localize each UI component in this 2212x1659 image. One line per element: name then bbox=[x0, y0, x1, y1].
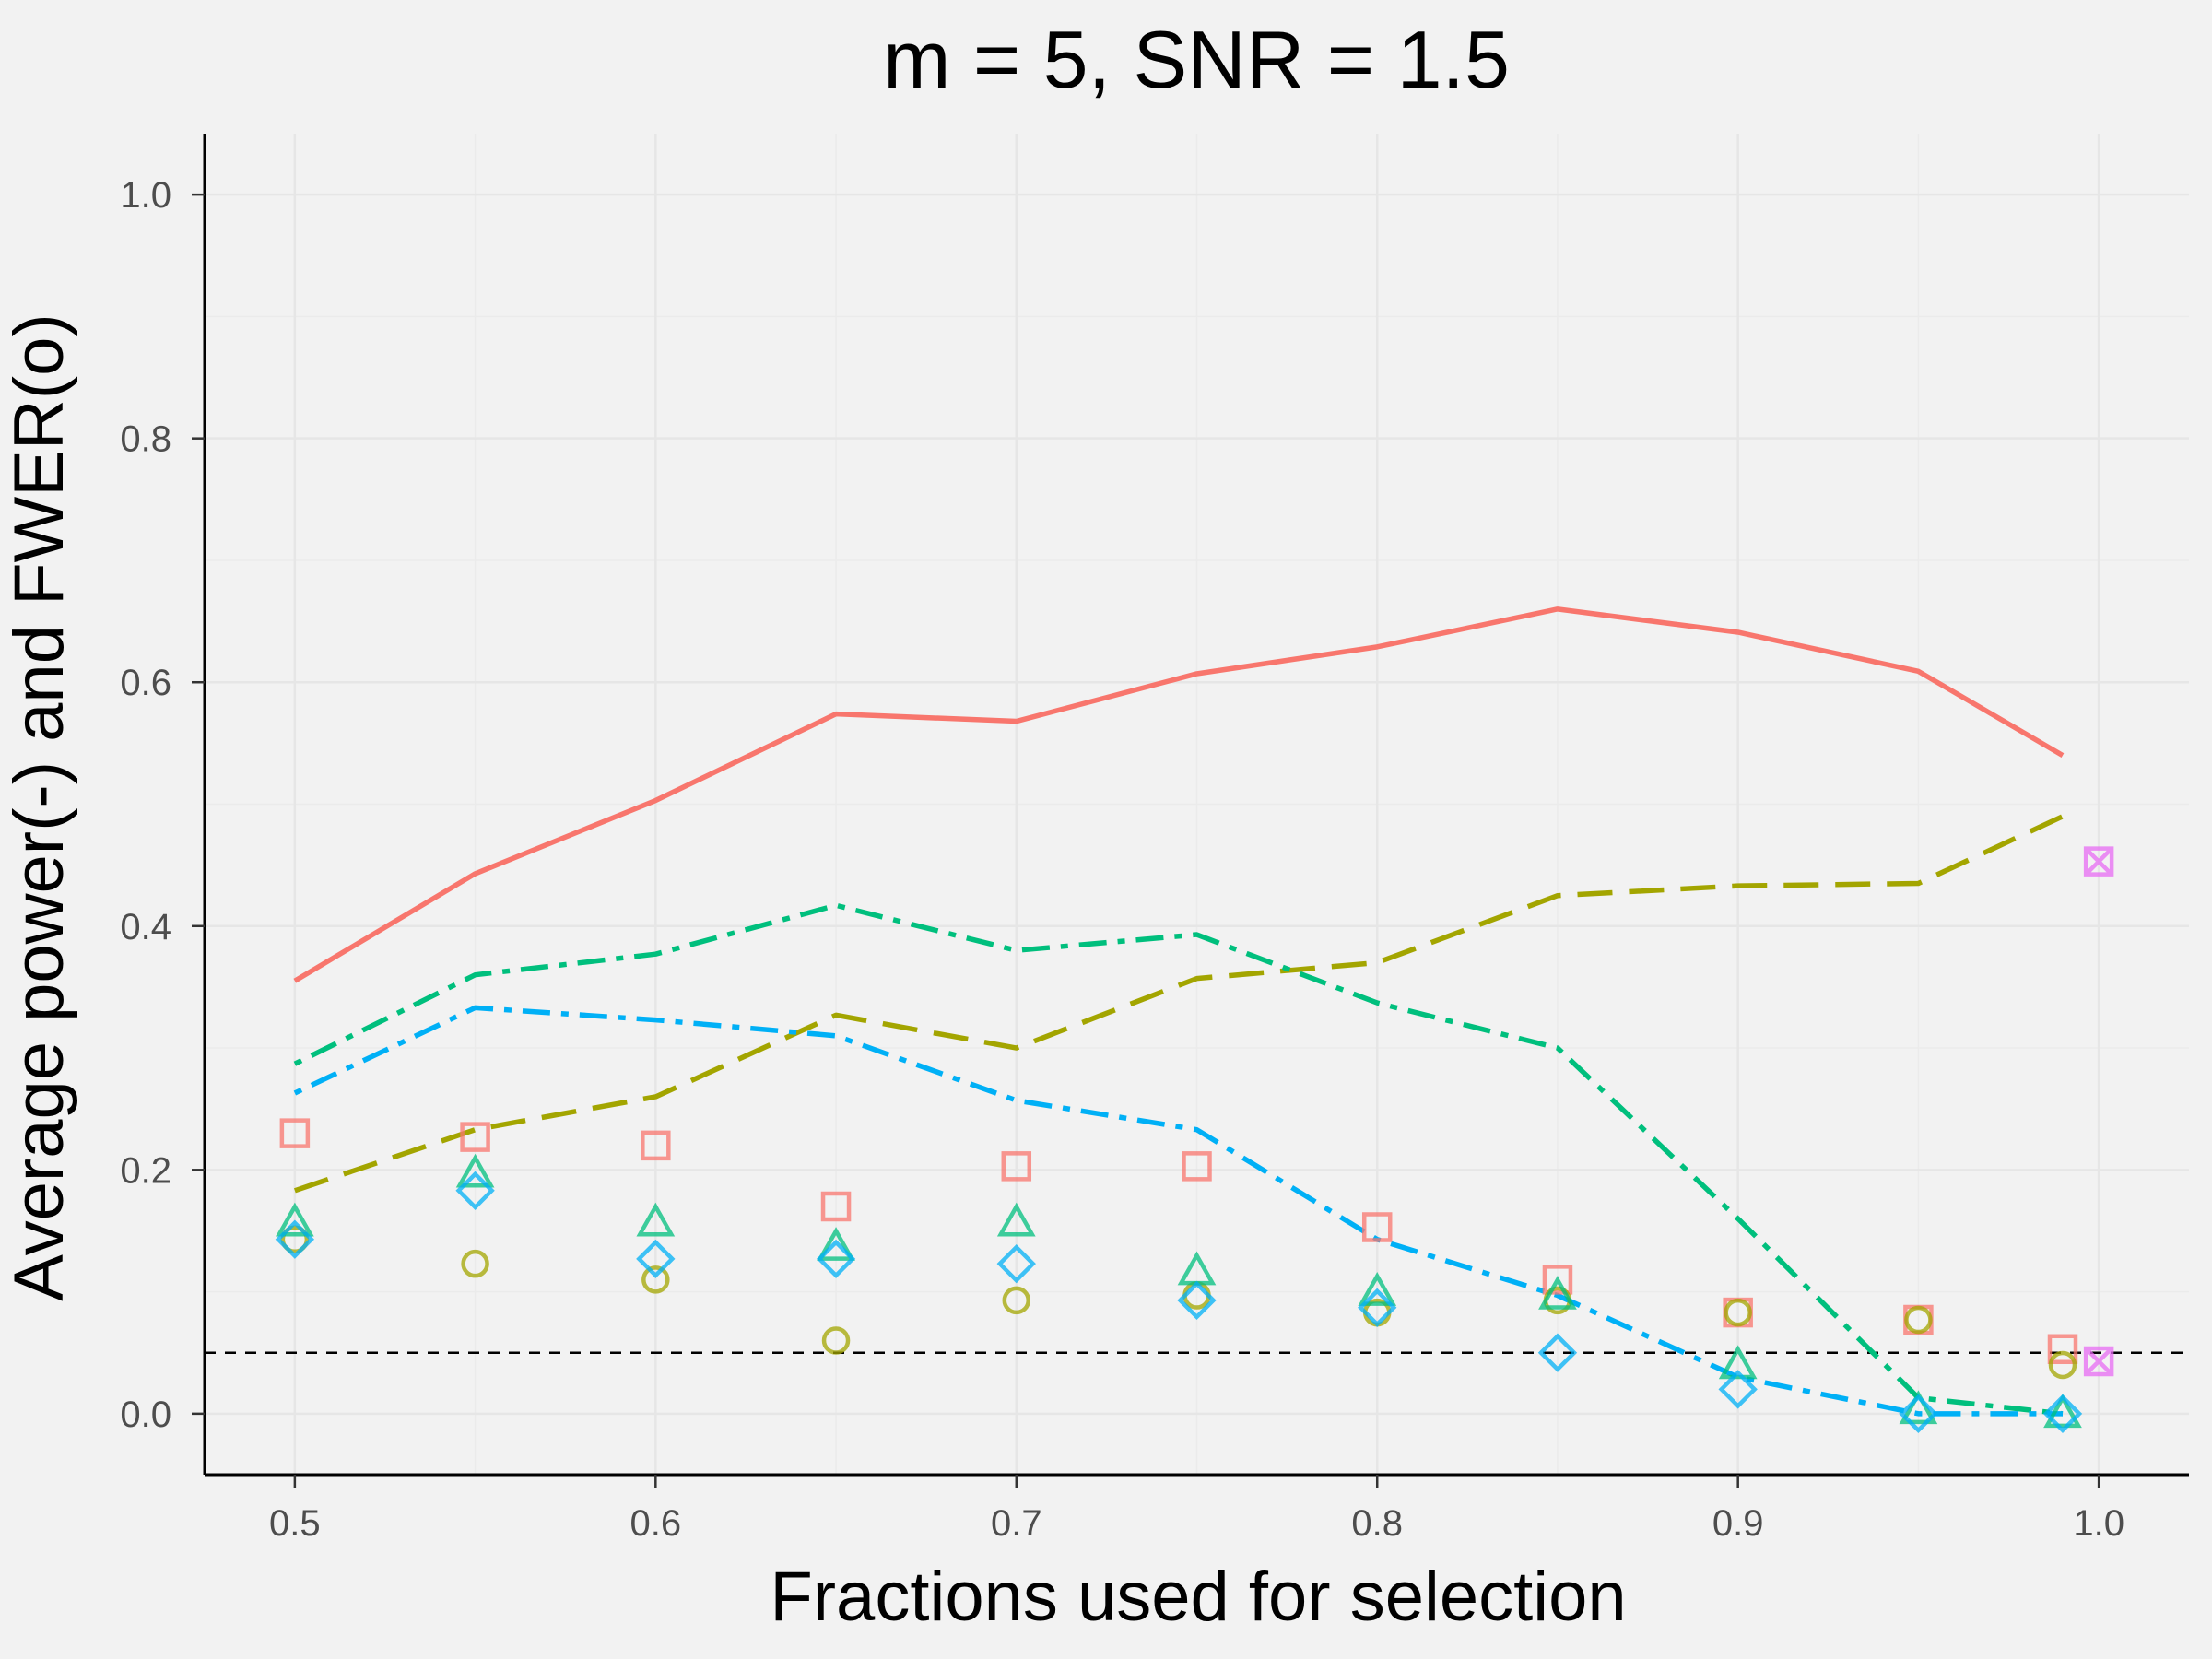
fwer-point-series-1 bbox=[279, 1118, 311, 1148]
fwer-point-series-1 bbox=[1542, 1265, 1573, 1295]
fwer-point-series-4 bbox=[1718, 1370, 1758, 1409]
series-lines bbox=[293, 606, 2065, 1417]
fwer-point-series-3 bbox=[1718, 1345, 1758, 1380]
fwer-point-series-1 bbox=[460, 1122, 490, 1152]
x-tick-label: 1.0 bbox=[2073, 1503, 2124, 1544]
power-line-series-1 bbox=[293, 606, 2065, 983]
x-tick-label: 0.7 bbox=[991, 1503, 1042, 1544]
series-points bbox=[275, 846, 2114, 1434]
fwer-point-series-3 bbox=[817, 1227, 855, 1261]
y-axis-label: Average power(-) and FWER(o) bbox=[0, 313, 78, 1300]
x-tick-label: 0.6 bbox=[630, 1503, 682, 1544]
fwer-point-series-1 bbox=[2047, 1334, 2078, 1365]
x-tick-label: 0.8 bbox=[1351, 1503, 1403, 1544]
fwer-point-series-4 bbox=[1358, 1288, 1397, 1327]
y-tick-label: 0.6 bbox=[120, 663, 171, 703]
fwer-point-series-2 bbox=[1724, 1298, 1752, 1327]
y-tick-label: 1.0 bbox=[120, 175, 171, 216]
fwer-point-series-1 bbox=[1001, 1151, 1032, 1182]
fwer-point-series-4 bbox=[455, 1171, 495, 1210]
fwer-point-series-3 bbox=[1899, 1390, 1938, 1425]
fwer-point-series-4 bbox=[816, 1239, 856, 1279]
fwer-point-series-5 bbox=[2083, 1346, 2114, 1377]
fwer-point-series-4 bbox=[1177, 1280, 1217, 1321]
fwer-point-series-1 bbox=[820, 1191, 852, 1222]
fwer-point-series-2 bbox=[1002, 1286, 1031, 1315]
power-line-series-3 bbox=[293, 902, 2064, 1417]
power-point-series-5 bbox=[2083, 846, 2114, 877]
fwer-point-series-1 bbox=[1182, 1151, 1212, 1182]
fwer-point-series-4 bbox=[636, 1239, 676, 1279]
y-tick-label: 0.4 bbox=[120, 907, 171, 947]
x-tick-label: 0.9 bbox=[1712, 1503, 1764, 1544]
x-axis-label: Fractions used for selection bbox=[770, 1558, 1626, 1636]
fwer-point-series-2 bbox=[280, 1225, 310, 1253]
fwer-point-series-2 bbox=[821, 1326, 851, 1355]
fwer-point-series-4 bbox=[275, 1219, 315, 1259]
power-line-series-2 bbox=[293, 814, 2065, 1194]
tick-labels: 0.5 0.6 0.7 0.8 0.9 1.0 0.0 0.2 0.4 0.6 0.8 1.0 bbox=[120, 175, 2124, 1544]
y-tick-label: 0.8 bbox=[120, 419, 171, 460]
fwer-point-series-1 bbox=[1361, 1212, 1393, 1242]
power-line-series-4 bbox=[293, 1005, 2063, 1417]
fwer-point-series-4 bbox=[1899, 1394, 1938, 1434]
x-tick-label: 0.5 bbox=[269, 1503, 321, 1544]
fwer-point-series-4 bbox=[1537, 1333, 1578, 1372]
fwer-point-series-2 bbox=[1904, 1305, 1933, 1335]
fwer-point-series-2 bbox=[2048, 1350, 2077, 1380]
fwer-point-series-4 bbox=[996, 1243, 1036, 1284]
fwer-point-series-4 bbox=[2042, 1394, 2083, 1434]
fwer-point-series-3 bbox=[1538, 1275, 1577, 1310]
y-tick-label: 0.0 bbox=[120, 1394, 171, 1435]
fwer-point-series-2 bbox=[461, 1249, 489, 1278]
fwer-point-series-3 bbox=[1358, 1272, 1397, 1306]
fwer-point-series-1 bbox=[641, 1130, 671, 1161]
fwer-point-series-3 bbox=[2043, 1394, 2082, 1429]
fwer-point-series-3 bbox=[636, 1202, 676, 1237]
fwer-point-series-3 bbox=[455, 1153, 495, 1188]
grid bbox=[205, 134, 2189, 1475]
y-tick-label: 0.2 bbox=[120, 1150, 171, 1191]
fwer-point-series-2 bbox=[641, 1265, 670, 1294]
chart-title: m = 5, SNR = 1.5 bbox=[883, 14, 1510, 105]
axes bbox=[192, 134, 2189, 1488]
fwer-point-series-3 bbox=[276, 1202, 314, 1237]
fwer-point-series-3 bbox=[996, 1202, 1036, 1237]
